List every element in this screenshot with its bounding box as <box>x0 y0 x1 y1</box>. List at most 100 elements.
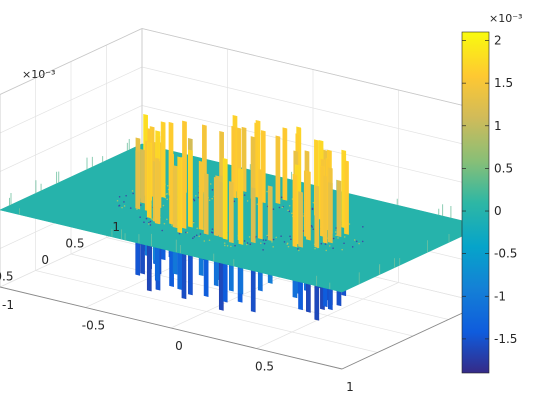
surface-speckle <box>272 238 275 241</box>
colorbar: -1.5 -1 -0.5 0 0.5 1 1.5 2 <box>461 31 517 374</box>
surface-speckle <box>353 239 356 241</box>
surface-speckle <box>260 242 262 245</box>
surface-speckle <box>297 248 299 250</box>
surface-speckle <box>192 221 195 224</box>
axis-tick-labels: -2-10123-1-0.500.51-1-0.500.51 <box>0 220 354 394</box>
surface-speckle <box>249 243 252 246</box>
surface-speckle <box>170 224 173 226</box>
surface-speckle <box>287 245 290 248</box>
surface-speckle <box>166 198 168 201</box>
surface-speckle <box>199 233 202 235</box>
surface-speckle <box>332 247 334 249</box>
surface-speckle <box>325 249 328 252</box>
surface-speckle <box>337 237 339 239</box>
surface-speckle <box>341 248 343 251</box>
surface-speckle <box>123 205 126 207</box>
surface-speckle <box>265 239 267 241</box>
surface-speckle <box>297 249 300 252</box>
surface-speckle <box>178 232 181 235</box>
surface-speckle <box>132 192 134 195</box>
surface-speckle <box>139 204 142 206</box>
surface-speckle <box>314 247 316 250</box>
surface-speckle <box>280 235 282 237</box>
surface-speckle <box>243 194 246 196</box>
surface-speckle <box>198 235 200 238</box>
y-tick-label: -0.5 <box>0 270 14 284</box>
colorbar-tick-label: 1 <box>494 119 502 133</box>
surface-speckle <box>362 226 364 228</box>
surface-speckle <box>233 200 236 203</box>
surface-speckle <box>243 240 246 242</box>
surface-speckle <box>131 190 134 192</box>
y-tick-label: 1 <box>112 220 120 234</box>
surface-speckle <box>129 207 132 209</box>
colorbar-tick-label: -1.5 <box>494 332 517 346</box>
surface-speckle <box>123 201 125 203</box>
axis-edge <box>0 28 143 95</box>
x-tick-label: 0.5 <box>255 360 274 374</box>
surface-speckle <box>116 199 119 202</box>
z-exponent-label: ×10⁻³ <box>22 68 55 81</box>
surface-speckle <box>271 241 273 243</box>
surface-speckle <box>262 249 264 251</box>
surface-speckle <box>224 244 226 247</box>
colorbar-tick-label: 0 <box>494 204 502 218</box>
surface-speckle <box>351 246 354 248</box>
colorbar-ticks: -1.5 -1 -0.5 0 0.5 1 1.5 2 <box>462 34 517 346</box>
surface-speckle <box>166 185 169 187</box>
surface-speckle <box>136 208 138 210</box>
surface-speckle <box>193 198 195 201</box>
surface-speckle <box>289 235 291 238</box>
surface-speckle <box>230 245 232 248</box>
surface-speckle <box>283 241 286 243</box>
surface-speckle <box>334 231 337 233</box>
surface-speckle <box>361 240 364 243</box>
surface-speckle <box>245 243 248 246</box>
surface-speckle <box>193 235 196 238</box>
surface-speckle <box>211 197 213 200</box>
surface-speckle <box>121 206 123 209</box>
surface-speckle <box>185 231 187 234</box>
surface-speckle <box>226 244 229 247</box>
surface-speckle <box>311 226 314 228</box>
surface-speckle <box>275 236 278 239</box>
surface-speckle <box>192 237 194 239</box>
surface-speckle <box>211 189 214 191</box>
surface-speckle <box>211 231 213 233</box>
surface-speckle <box>166 192 168 195</box>
surface-speckle <box>139 216 141 218</box>
surface-speckle <box>281 206 284 209</box>
surface-speckle <box>332 237 335 240</box>
surface-speckle <box>234 244 236 247</box>
surface-speckle <box>312 201 315 204</box>
colorbar-tick-label: 0.5 <box>494 161 513 175</box>
x-tick-label: -0.5 <box>82 319 105 333</box>
surface-speckle <box>246 242 249 244</box>
surface-speckle <box>256 203 259 205</box>
surface-speckle <box>208 199 211 202</box>
surface-speckle <box>291 212 293 215</box>
surface-speckle <box>288 204 291 207</box>
surface-speckle <box>343 236 346 238</box>
surface-speckle <box>149 224 152 226</box>
surface-speckle <box>203 240 206 242</box>
x-axis-line <box>0 286 343 370</box>
surface-speckle <box>148 221 150 224</box>
colorbar-tick-label: 2 <box>494 34 502 48</box>
surface-speckle <box>324 243 327 245</box>
surface-speckle <box>312 228 315 231</box>
x-tick-label: 1 <box>346 380 354 394</box>
surface-speckle <box>118 195 121 198</box>
y-tick-label: 0 <box>41 253 49 267</box>
surface-speckle <box>328 245 331 247</box>
x-tick-label: -1 <box>2 298 14 312</box>
surface-speckle <box>288 210 291 213</box>
surface-speckle <box>278 206 281 209</box>
surface-speckle <box>143 221 145 223</box>
surface-speckle <box>266 190 268 193</box>
surface-speckle <box>287 209 289 212</box>
surface-speckle <box>280 196 283 199</box>
surface-speckle <box>223 242 226 244</box>
surface-speckle <box>163 222 166 225</box>
